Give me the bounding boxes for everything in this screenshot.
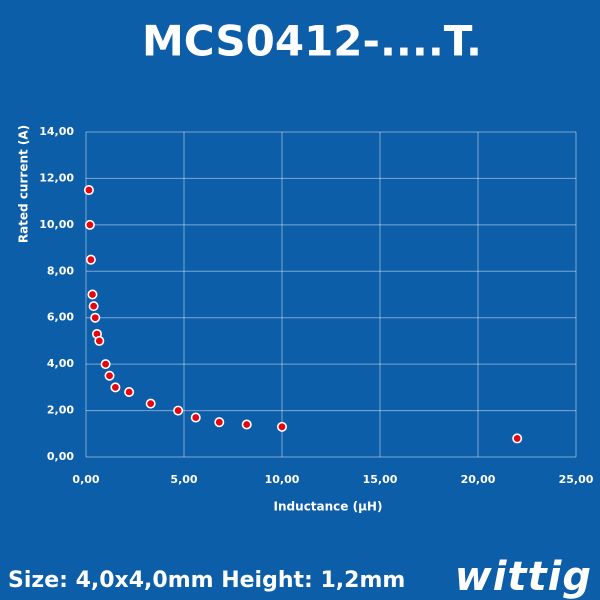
data-point	[84, 219, 95, 230]
x-tick-label: 5,00	[170, 473, 197, 486]
data-point	[85, 254, 96, 265]
x-axis-label: Inductance (µH)	[274, 500, 383, 514]
x-tick-label: 10,00	[265, 473, 300, 486]
data-point	[100, 359, 111, 370]
data-point	[214, 417, 225, 428]
data-point	[110, 382, 121, 393]
data-point	[512, 433, 523, 444]
y-tick-label: 10,00	[39, 218, 74, 231]
y-tick-label: 12,00	[39, 171, 74, 184]
x-tick-label: 0,00	[72, 473, 99, 486]
y-tick-label: 0,00	[47, 450, 74, 463]
y-tick-label: 8,00	[47, 264, 74, 277]
data-point	[90, 312, 101, 323]
data-point	[124, 386, 135, 397]
data-point	[104, 370, 115, 381]
y-tick-label: 4,00	[47, 357, 74, 370]
chart-title: MCS0412-....T.	[142, 17, 482, 66]
x-tick-label: 15,00	[363, 473, 398, 486]
footer-text: Size: 4,0x4,0mm Height: 1,2mm	[8, 568, 405, 593]
data-point	[241, 419, 252, 430]
data-point	[94, 335, 105, 346]
y-axis-label: Rated current (A)	[17, 125, 31, 243]
data-point	[276, 421, 287, 432]
x-tick-label: 25,00	[559, 473, 594, 486]
data-point	[190, 412, 201, 423]
data-point	[87, 289, 98, 300]
data-point	[173, 405, 184, 416]
logo: wittig	[455, 554, 592, 600]
data-point	[88, 301, 99, 312]
data-point	[145, 398, 156, 409]
y-tick-label: 2,00	[47, 404, 74, 417]
data-point	[83, 185, 94, 196]
y-tick-label: 6,00	[47, 311, 74, 324]
x-tick-label: 20,00	[461, 473, 496, 486]
y-tick-label: 14,00	[39, 125, 74, 138]
